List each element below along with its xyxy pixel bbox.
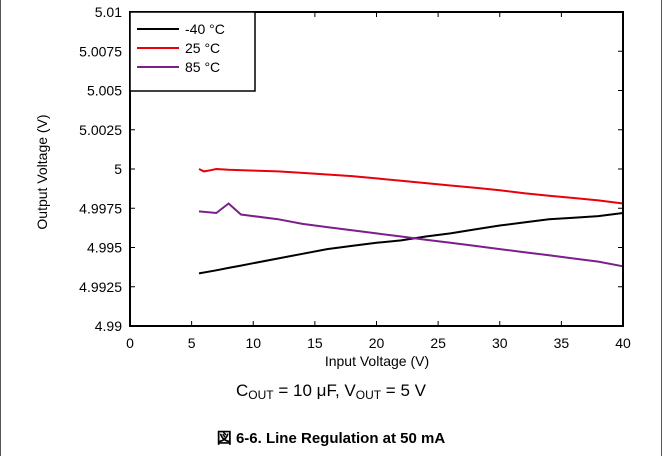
y-axis-title: Output Voltage (V) [34,114,50,229]
x-tick-label: 25 [430,335,446,351]
y-tick-label: 4.99 [95,318,122,334]
y-tick-label: 4.9975 [79,200,122,216]
x-axis-title: Input Voltage (V) [325,353,429,369]
y-tick-label: 5.005 [87,83,122,99]
test-condition: COUT = 10 μF, VOUT = 5 V [236,381,426,402]
plot-lines [198,167,624,275]
legend-box [129,11,256,92]
figure-caption: 図 6-6. Line Regulation at 50 mA [216,430,446,447]
x-tick-label: 5 [188,335,196,351]
x-tick-label: 20 [369,335,385,351]
legend-label-0: -40 °C [185,21,225,37]
series-line-0 [198,212,624,275]
legend-label-1: 25 °C [185,40,220,56]
y-tick-label: 5.0075 [79,43,122,59]
x-tick-label: 30 [492,335,508,351]
x-tick-label: 35 [554,335,570,351]
y-tick-label: 5.0025 [79,122,122,138]
x-tick-label: 0 [126,335,134,351]
legend: -40 °C 25 °C 85 °C [129,11,256,92]
y-tick-label: 5.01 [95,4,122,20]
y-tick-label: 4.9925 [79,279,122,295]
series-line-2 [198,202,624,268]
x-tick-label: 10 [245,335,261,351]
legend-label-2: 85 °C [185,59,220,75]
y-tick-label: 4.995 [87,240,122,256]
tick-labels: 0 5 10 15 20 25 30 35 40 4.99 4.9925 4.995 4.9975 5 5.… [79,4,631,351]
x-tick-label: 15 [307,335,323,351]
plot-area-frame [129,11,624,327]
x-tick-label: 40 [615,335,631,351]
series-line-1 [198,167,624,205]
y-tick-label: 5 [114,161,122,177]
